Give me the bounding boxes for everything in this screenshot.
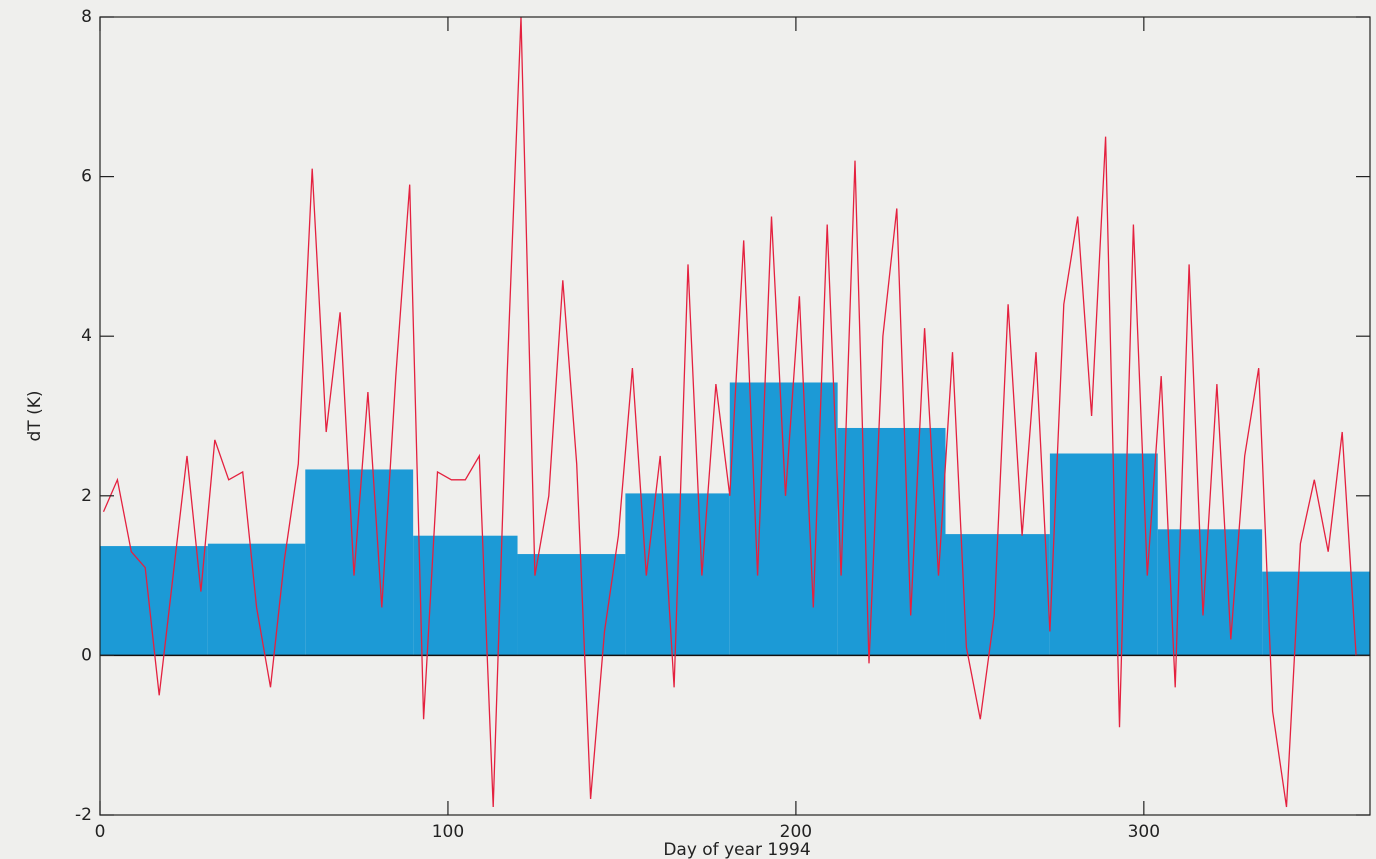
plot-area <box>100 17 1370 808</box>
x-tick-label: 0 <box>95 822 106 842</box>
bar <box>729 382 838 656</box>
plot-frame <box>99 16 1371 816</box>
y-tick-label: 0 <box>81 645 92 665</box>
bar <box>100 546 208 656</box>
y-tick-label: -2 <box>75 805 92 825</box>
bar <box>517 554 626 656</box>
y-tick-label: 8 <box>81 7 92 27</box>
bar <box>1049 453 1158 656</box>
data-line <box>102 17 1357 808</box>
bar <box>945 534 1050 656</box>
x-tick-label: 100 <box>432 822 464 842</box>
y-tick-label: 6 <box>81 167 92 187</box>
x-tick-label: 200 <box>780 822 812 842</box>
bar <box>837 427 946 656</box>
x-tick-label: 300 <box>1128 822 1160 842</box>
bar <box>1157 529 1263 656</box>
y-axis-label: dT (K) <box>25 391 45 442</box>
x-axis-label: Day of year 1994 <box>663 840 810 859</box>
y-tick-label: 2 <box>81 486 92 506</box>
bar <box>305 469 414 656</box>
bar <box>207 543 306 656</box>
y-tick-label: 4 <box>81 326 92 346</box>
